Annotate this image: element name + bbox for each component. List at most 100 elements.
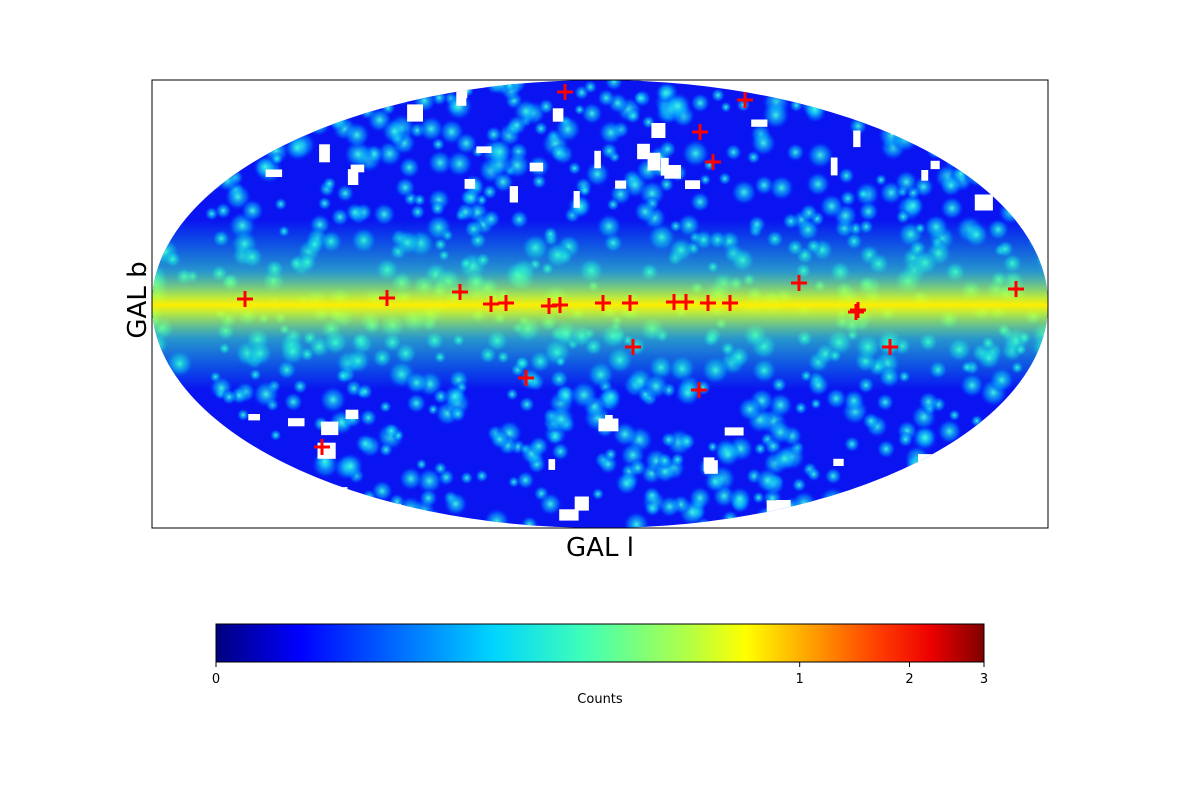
empty-region — [647, 152, 661, 171]
source-blob — [482, 507, 511, 528]
source-blob — [793, 401, 808, 415]
empty-region — [1009, 112, 1018, 126]
source-blob — [460, 187, 482, 208]
source-blob — [727, 486, 753, 512]
source-blob — [178, 80, 196, 96]
source-blob — [755, 519, 769, 528]
source-blob — [830, 512, 854, 528]
source-blob — [583, 160, 611, 188]
source-blob — [845, 501, 875, 528]
source-blob — [730, 178, 758, 206]
source-blob — [485, 137, 514, 167]
source-blob — [393, 87, 412, 107]
source-blob — [958, 105, 983, 129]
source-blob — [689, 191, 711, 213]
source-blob — [660, 431, 677, 449]
empty-region — [288, 418, 305, 427]
source-blob — [975, 80, 1002, 97]
source-blob — [976, 499, 999, 522]
source-blob — [989, 421, 1011, 443]
source-blob — [689, 92, 711, 114]
source-blob — [231, 461, 258, 488]
source-blob — [791, 477, 807, 493]
source-blob — [939, 195, 965, 221]
colorbar-tick-label: 1 — [796, 672, 804, 687]
colorbar: 0 1 2 3 Counts — [212, 623, 988, 707]
source-blob — [283, 133, 312, 162]
empty-region — [456, 90, 467, 106]
source-blob — [964, 91, 988, 116]
source-blob — [913, 101, 928, 116]
source-blob — [152, 165, 166, 192]
source-blob — [713, 440, 742, 468]
source-blob — [901, 90, 918, 107]
source-blob — [950, 147, 965, 163]
source-blob — [220, 477, 243, 500]
source-blob — [397, 156, 421, 179]
source-blob — [829, 511, 848, 528]
source-blob — [174, 119, 194, 139]
source-blob — [971, 469, 990, 489]
source-blob — [330, 484, 347, 501]
source-blob — [968, 467, 990, 489]
source-blob — [378, 400, 392, 414]
source-blob — [269, 429, 282, 442]
source-blob — [415, 458, 428, 471]
source-blob — [913, 426, 937, 449]
source-blob — [200, 454, 225, 479]
source-blob — [379, 502, 406, 528]
empty-region — [265, 169, 283, 177]
source-blob — [1002, 166, 1032, 195]
empty-region — [548, 459, 556, 470]
source-blob — [891, 124, 920, 153]
source-blob — [181, 80, 202, 96]
source-blob — [749, 129, 778, 157]
source-blob — [969, 80, 996, 103]
empty-region — [347, 169, 359, 185]
source-blob — [178, 106, 205, 133]
source-marker — [625, 339, 641, 355]
empty-region — [242, 477, 249, 496]
source-blob — [985, 80, 1003, 87]
source-blob — [771, 445, 798, 473]
empty-region — [321, 421, 339, 436]
source-blob — [515, 470, 536, 490]
source-blob — [289, 503, 305, 518]
source-blob — [306, 112, 331, 137]
source-blob — [997, 149, 1014, 166]
source-blob — [449, 405, 467, 423]
source-blob — [753, 441, 767, 456]
source-blob — [187, 492, 217, 522]
source-blob — [677, 432, 697, 451]
source-markers — [237, 84, 1024, 455]
source-blob — [818, 193, 845, 220]
empty-region — [317, 442, 336, 459]
source-marker — [705, 154, 721, 170]
source-marker — [692, 124, 708, 140]
source-blob — [270, 151, 284, 166]
source-blob — [528, 435, 550, 458]
source-blob — [801, 90, 818, 107]
source-blob — [546, 404, 576, 435]
source-blob — [680, 138, 711, 169]
source-blob — [204, 157, 223, 176]
empty-region — [594, 150, 601, 169]
source-blob — [409, 203, 426, 220]
source-marker — [237, 291, 253, 307]
source-blob — [170, 468, 189, 487]
source-blob — [165, 407, 177, 420]
empty-region — [509, 186, 518, 203]
source-blob — [976, 452, 1005, 481]
empty-region — [464, 179, 476, 189]
source-marker — [622, 295, 638, 311]
source-blob — [805, 171, 831, 198]
source-blob — [417, 115, 445, 143]
source-blob — [216, 126, 234, 144]
source-blob — [268, 477, 292, 502]
source-blob — [597, 119, 624, 146]
source-blob — [768, 174, 795, 202]
source-blob — [220, 494, 244, 518]
source-blob — [758, 517, 781, 528]
source-blob — [606, 197, 620, 212]
source-blob — [203, 90, 222, 108]
